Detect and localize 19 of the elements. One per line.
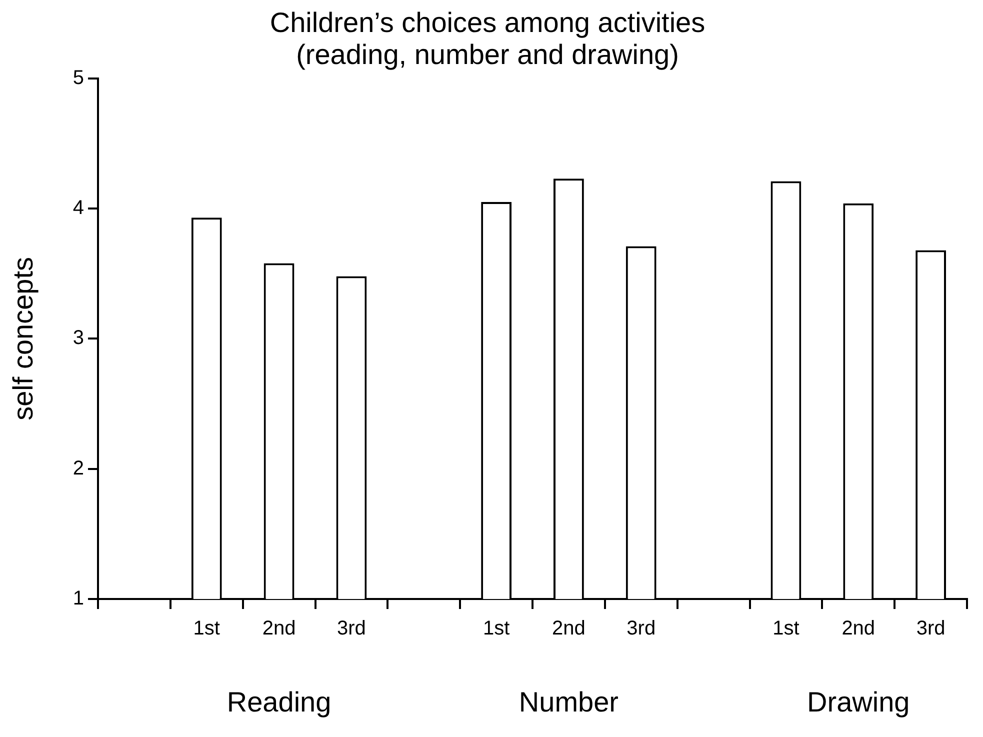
y-axis-title: self concepts — [8, 256, 39, 420]
x-tick-label: 1st — [772, 618, 800, 640]
text: Reading — [226, 686, 332, 718]
y-tick-label: 5 — [72, 66, 84, 89]
y-tick-label: 1 — [72, 588, 84, 610]
y-tick-label: 4 — [72, 197, 84, 220]
x-tick-label: 3rd — [626, 618, 656, 640]
y-tick-label: 3 — [72, 327, 84, 350]
x-tick-label: 1st — [482, 618, 510, 640]
chart-title: Children’s choices among activities (reading, number and drawing) — [270, 6, 706, 70]
x-tick-label: 2nd — [262, 618, 296, 640]
x-tick-label: 2nd — [552, 618, 586, 640]
y-tick-label: 2 — [72, 457, 84, 480]
x-tick-label: 3rd — [337, 618, 366, 640]
x-tick-label: 1st — [193, 618, 220, 640]
x-tick-label: 2nd — [842, 618, 876, 640]
text: Number — [518, 686, 619, 718]
x-tick-label: 3rd — [916, 618, 946, 640]
text: Drawing — [807, 686, 910, 718]
